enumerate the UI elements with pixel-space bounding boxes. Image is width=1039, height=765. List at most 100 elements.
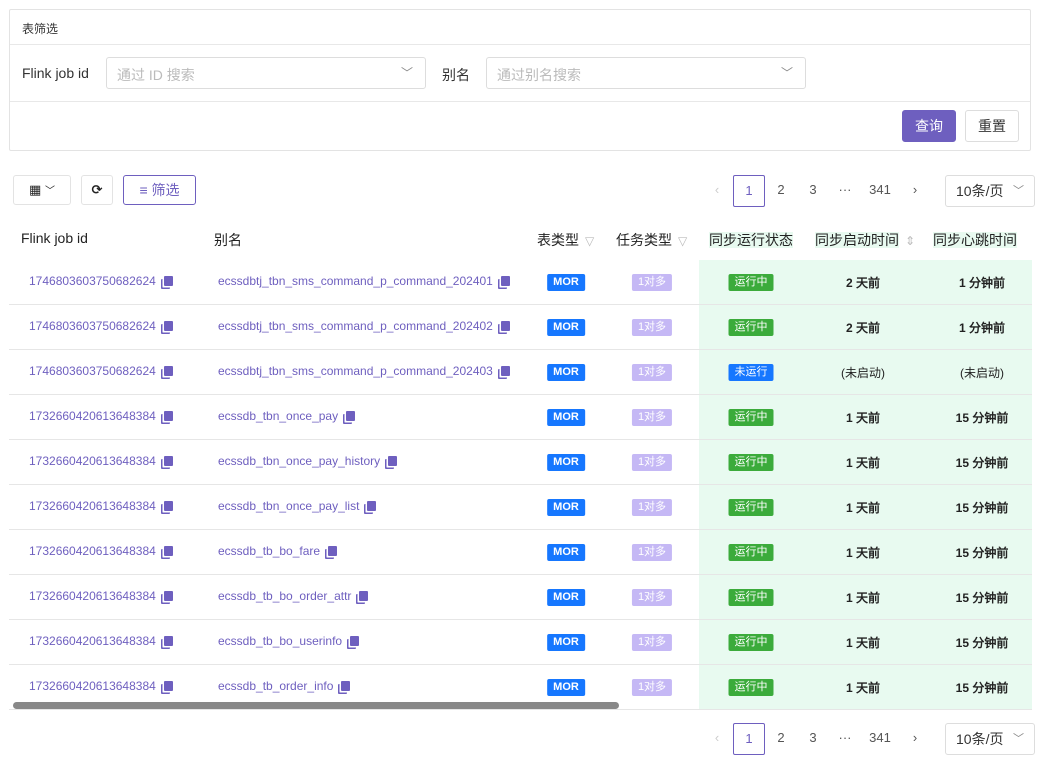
copy-icon[interactable]	[163, 501, 173, 511]
id-label: Flink job id	[22, 65, 89, 81]
header-flink-job-id: Flink job id	[21, 230, 88, 246]
reset-button[interactable]: 重置	[965, 110, 1019, 142]
copy-icon[interactable]	[350, 636, 360, 646]
alias[interactable]: ecssdb_tb_bo_fare	[218, 544, 338, 558]
query-button[interactable]: 查询	[902, 110, 956, 142]
copy-icon[interactable]	[163, 366, 173, 376]
id-search-select[interactable]: 通过 ID 搜索 ﹀	[106, 57, 426, 89]
alias-text[interactable]: ecssdbtj_tbn_sms_command_p_command_20240…	[218, 364, 493, 378]
page-3[interactable]: 3	[809, 182, 817, 197]
copy-icon[interactable]	[500, 276, 510, 286]
copy-icon[interactable]	[163, 681, 173, 691]
header-label: 同步心跳时间	[933, 232, 1017, 248]
job-id-text[interactable]: 1732660420613648384	[29, 679, 156, 693]
copy-icon[interactable]	[359, 591, 369, 601]
filter-button[interactable]: ≡ 筛选	[123, 175, 196, 205]
alias-text[interactable]: ecssdb_tbn_once_pay_list	[218, 499, 360, 513]
copy-icon[interactable]	[163, 636, 173, 646]
page-1[interactable]: 1	[733, 723, 765, 755]
flink-job-id[interactable]: 1732660420613648384	[29, 679, 173, 693]
sync-status-badge: 未运行	[728, 364, 774, 381]
job-id-text[interactable]: 1732660420613648384	[29, 454, 156, 468]
alias[interactable]: ecssdb_tb_bo_userinfo	[218, 634, 360, 648]
page-ellipsis[interactable]: ···	[838, 182, 852, 197]
copy-icon[interactable]	[341, 681, 351, 691]
job-id-text[interactable]: 1732660420613648384	[29, 544, 156, 558]
horizontal-scrollbar[interactable]	[13, 702, 619, 709]
header-label: 任务类型	[616, 232, 672, 248]
page-size-select[interactable]: 10条/页 ﹀	[945, 175, 1035, 207]
next-page-button[interactable]: ›	[912, 730, 918, 745]
job-id-text[interactable]: 1732660420613648384	[29, 499, 156, 513]
job-id-text[interactable]: 1746803603750682624	[29, 364, 156, 378]
alias[interactable]: ecssdbtj_tbn_sms_command_p_command_20240…	[218, 364, 510, 378]
table-type-badge: MOR	[547, 679, 585, 696]
copy-icon[interactable]	[163, 276, 173, 286]
alias[interactable]: ecssdb_tbn_once_pay_list	[218, 499, 377, 513]
alias-text[interactable]: ecssdb_tb_bo_fare	[218, 544, 321, 558]
page-1[interactable]: 1	[733, 175, 765, 207]
page-last[interactable]: 341	[869, 730, 891, 745]
copy-icon[interactable]	[163, 411, 173, 421]
alias-text[interactable]: ecssdb_tb_order_info	[218, 679, 334, 693]
copy-icon[interactable]	[163, 321, 173, 331]
flink-job-id[interactable]: 1732660420613648384	[29, 499, 173, 513]
header-task-type[interactable]: 任务类型 ▽	[616, 230, 687, 250]
copy-icon[interactable]	[163, 591, 173, 601]
job-id-text[interactable]: 1746803603750682624	[29, 319, 156, 333]
flink-job-id[interactable]: 1746803603750682624	[29, 364, 173, 378]
alias[interactable]: ecssdb_tb_bo_order_attr	[218, 589, 369, 603]
copy-icon[interactable]	[163, 456, 173, 466]
flink-job-id[interactable]: 1746803603750682624	[29, 319, 173, 333]
alias[interactable]: ecssdb_tbn_once_pay_history	[218, 454, 398, 468]
page-2[interactable]: 2	[777, 730, 785, 745]
copy-icon[interactable]	[500, 366, 510, 376]
next-page-button[interactable]: ›	[912, 182, 918, 197]
page-3[interactable]: 3	[809, 730, 817, 745]
alias-text[interactable]: ecssdbtj_tbn_sms_command_p_command_20240…	[218, 319, 493, 333]
sort-icon[interactable]: ⇕	[905, 234, 916, 248]
copy-icon[interactable]	[500, 321, 510, 331]
copy-icon[interactable]	[367, 501, 377, 511]
header-sync-start-time[interactable]: 同步启动时间 ⇕	[815, 230, 915, 250]
alias-search-select[interactable]: 通过别名搜索 ﹀	[486, 57, 806, 89]
sync-status-badge: 运行中	[728, 679, 774, 696]
job-id-text[interactable]: 1732660420613648384	[29, 589, 156, 603]
page-ellipsis[interactable]: ···	[838, 730, 852, 745]
alias[interactable]: ecssdb_tb_order_info	[218, 679, 351, 693]
refresh-button[interactable]: ⟳	[81, 175, 113, 205]
page-last[interactable]: 341	[869, 182, 891, 197]
filter-icon[interactable]: ▽	[678, 234, 688, 248]
page-size-select[interactable]: 10条/页 ﹀	[945, 723, 1035, 755]
job-id-text[interactable]: 1732660420613648384	[29, 409, 156, 423]
flink-job-id[interactable]: 1732660420613648384	[29, 409, 173, 423]
copy-icon[interactable]	[163, 546, 173, 556]
copy-icon[interactable]	[388, 456, 398, 466]
flink-job-id[interactable]: 1732660420613648384	[29, 544, 173, 558]
copy-icon[interactable]	[346, 411, 356, 421]
header-label: 表类型	[537, 232, 579, 248]
alias-text[interactable]: ecssdb_tb_bo_order_attr	[218, 589, 352, 603]
flink-job-id[interactable]: 1732660420613648384	[29, 454, 173, 468]
header-sync-status: 同步运行状态	[709, 230, 793, 250]
alias-text[interactable]: ecssdb_tbn_once_pay_history	[218, 454, 381, 468]
table-row: 1732660420613648384 ecssdb_tb_bo_userinf…	[9, 620, 1032, 665]
column-settings-button[interactable]: ▦ ﹀	[13, 175, 71, 205]
flink-job-id[interactable]: 1732660420613648384	[29, 634, 173, 648]
copy-icon[interactable]	[328, 546, 338, 556]
alias[interactable]: ecssdbtj_tbn_sms_command_p_command_20240…	[218, 274, 510, 288]
job-id-text[interactable]: 1746803603750682624	[29, 274, 156, 288]
prev-page-button[interactable]: ‹	[714, 730, 720, 745]
header-table-type[interactable]: 表类型 ▽	[537, 230, 594, 250]
job-id-text[interactable]: 1732660420613648384	[29, 634, 156, 648]
alias[interactable]: ecssdbtj_tbn_sms_command_p_command_20240…	[218, 319, 510, 333]
alias[interactable]: ecssdb_tbn_once_pay	[218, 409, 356, 423]
prev-page-button[interactable]: ‹	[714, 182, 720, 197]
alias-text[interactable]: ecssdb_tb_bo_userinfo	[218, 634, 343, 648]
flink-job-id[interactable]: 1732660420613648384	[29, 589, 173, 603]
alias-text[interactable]: ecssdb_tbn_once_pay	[218, 409, 339, 423]
filter-icon[interactable]: ▽	[585, 234, 595, 248]
alias-text[interactable]: ecssdbtj_tbn_sms_command_p_command_20240…	[218, 274, 493, 288]
page-2[interactable]: 2	[777, 182, 785, 197]
flink-job-id[interactable]: 1746803603750682624	[29, 274, 173, 288]
